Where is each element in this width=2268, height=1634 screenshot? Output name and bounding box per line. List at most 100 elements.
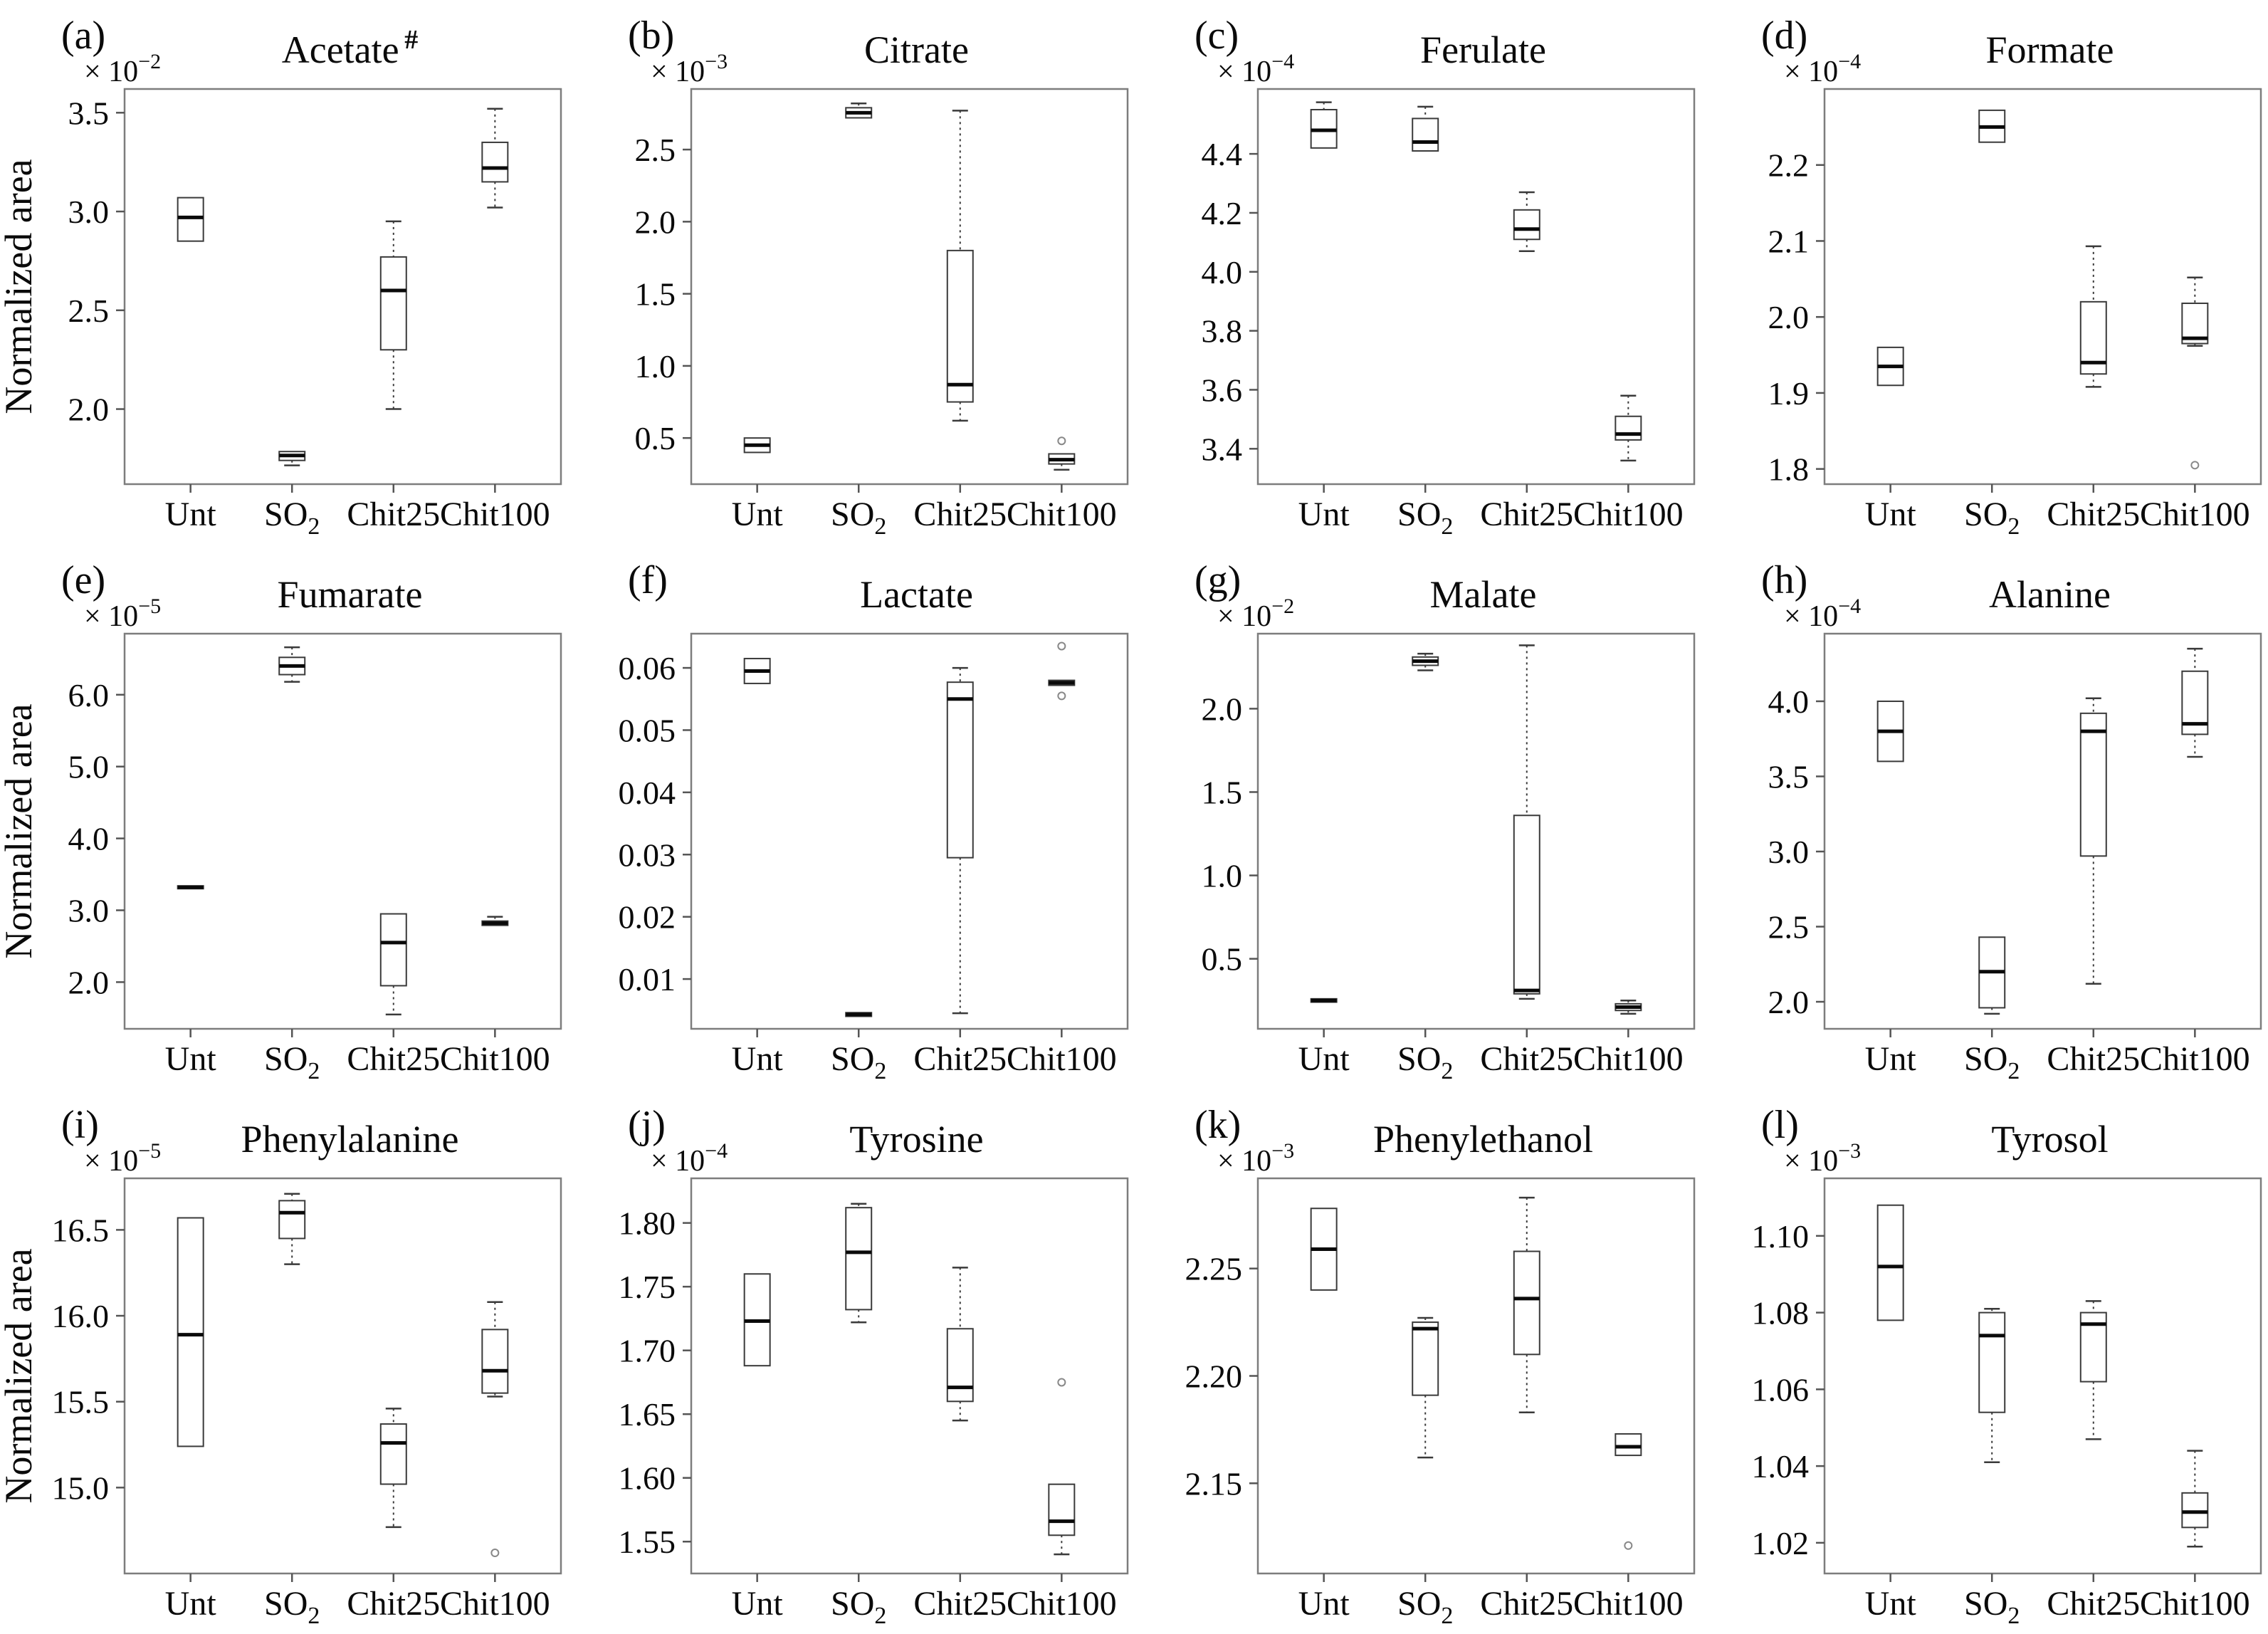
y-tick-label: 3.0 bbox=[1768, 834, 1810, 870]
y-axis-multiplier: × 10−5 bbox=[84, 1139, 161, 1178]
boxplot-panel-lactate: (f) Lactate 0.06 0.05 0.04 0.03 0.02 0.01 Unt SO2… bbox=[619, 558, 1129, 1084]
box-unt bbox=[1310, 101, 1338, 149]
boxplot-panel-tyrosol: (l) Tyrosol × 10−3 1.10 1.08 1.06 1.04 1.02 Unt S… bbox=[1752, 1103, 2262, 1629]
y-tick-label: 16.5 bbox=[52, 1212, 110, 1248]
x-tick-label: SO2 bbox=[1397, 1585, 1453, 1629]
panel-letter: (d) bbox=[1761, 14, 1807, 58]
y-tick-label: 2.0 bbox=[1768, 299, 1810, 335]
y-tick-label: 3.0 bbox=[68, 194, 110, 230]
panel-letter: (k) bbox=[1195, 1103, 1241, 1147]
iqr-box bbox=[1513, 1250, 1540, 1356]
x-tick-label: SO2 bbox=[264, 1585, 320, 1629]
box-chit25 bbox=[1513, 191, 1540, 253]
outlier-point bbox=[1057, 641, 1066, 651]
y-tick-label: 2.5 bbox=[635, 132, 676, 168]
y-tick-label: 2.25 bbox=[1185, 1251, 1243, 1287]
boxplot-panel-alanine: (h) Alanine × 10−4 4.0 3.5 3.0 2.5 2.0 Unt SO2 Chi… bbox=[1761, 558, 2262, 1084]
boxplot-panel-acetate: (a) Acetate # × 10−2 Normalized area 3.5 3.0 2… bbox=[0, 14, 562, 540]
panel-title: Citrate bbox=[864, 28, 969, 71]
x-tick-label: Chit100 bbox=[440, 1585, 550, 1623]
outlier-point bbox=[1057, 436, 1066, 446]
iqr-box bbox=[1615, 415, 1642, 441]
iqr-box bbox=[946, 1328, 974, 1403]
box-chit25 bbox=[2079, 1300, 2107, 1440]
x-tick-label: Unt bbox=[1298, 1585, 1350, 1623]
box-unt bbox=[177, 197, 204, 242]
x-tick-label: SO2 bbox=[1964, 1585, 2020, 1629]
y-axis-multiplier: × 10−4 bbox=[1784, 595, 1861, 633]
box-chit100 bbox=[481, 916, 509, 926]
box-chit100 bbox=[1615, 394, 1642, 462]
box-chit100 bbox=[2181, 647, 2209, 758]
panel-letter: (i) bbox=[61, 1103, 99, 1147]
x-tick-label: Chit25 bbox=[1480, 1040, 1573, 1078]
outlier-point bbox=[1624, 1541, 1633, 1550]
y-axis-multiplier: × 10−2 bbox=[84, 50, 161, 88]
y-axis-multiplier: × 10−4 bbox=[1784, 50, 1861, 88]
panel-letter: (g) bbox=[1195, 558, 1241, 602]
x-tick-label: Chit100 bbox=[1573, 1585, 1684, 1623]
x-tick-label: Chit100 bbox=[440, 1040, 550, 1078]
x-tick-label: Chit25 bbox=[1480, 1585, 1573, 1623]
x-tick-label: Chit25 bbox=[347, 1585, 440, 1623]
y-tick-label: 0.5 bbox=[635, 420, 676, 456]
y-tick-label: 1.75 bbox=[619, 1269, 676, 1305]
box-unt bbox=[1310, 997, 1338, 1003]
y-tick-label: 2.0 bbox=[68, 964, 110, 1000]
x-tick-label: Unt bbox=[1865, 496, 1917, 533]
y-tick-label: 4.4 bbox=[1202, 136, 1243, 172]
box-chit100 bbox=[481, 108, 509, 209]
y-tick-label: 3.4 bbox=[1202, 431, 1243, 467]
iqr-box bbox=[379, 256, 407, 351]
panel-letter: (h) bbox=[1761, 558, 1807, 602]
box-chit100 bbox=[1048, 1378, 1076, 1556]
panel-title: Phenylalanine bbox=[241, 1118, 459, 1161]
box-so2 bbox=[1412, 105, 1439, 152]
x-tick-label: Unt bbox=[1865, 1040, 1917, 1078]
box-chit100 bbox=[1048, 436, 1076, 471]
y-tick-label: 2.0 bbox=[68, 392, 110, 428]
panel-title: Alanine bbox=[1989, 573, 2111, 616]
y-axis-label: Normalized area bbox=[0, 159, 40, 414]
y-tick-label: 2.5 bbox=[1768, 909, 1810, 946]
box-so2 bbox=[278, 451, 306, 466]
x-tick-label: Unt bbox=[732, 1585, 784, 1623]
panel-title: Tyrosol bbox=[1991, 1118, 2108, 1161]
y-tick-label: 1.5 bbox=[1202, 774, 1243, 810]
y-tick-label: 0.03 bbox=[619, 837, 676, 873]
box-unt bbox=[177, 1217, 204, 1447]
x-tick-label: Chit100 bbox=[1007, 496, 1117, 533]
y-tick-label: 1.0 bbox=[1202, 858, 1243, 894]
iqr-box bbox=[1048, 1483, 1076, 1536]
x-tick-label: SO2 bbox=[1964, 496, 2020, 540]
iqr-box bbox=[177, 1217, 204, 1447]
panel-letter: (e) bbox=[61, 558, 105, 602]
y-tick-label: 15.0 bbox=[52, 1470, 110, 1506]
panel-title: Fumarate bbox=[278, 573, 423, 616]
iqr-box bbox=[946, 249, 974, 403]
x-tick-label: Chit25 bbox=[1480, 496, 1573, 533]
box-so2 bbox=[845, 1203, 873, 1324]
panel-letter: (l) bbox=[1761, 1103, 1799, 1147]
y-tick-label: 0.05 bbox=[619, 712, 676, 748]
iqr-box bbox=[481, 1329, 509, 1394]
y-tick-label: 1.80 bbox=[619, 1205, 676, 1242]
y-tick-label: 4.0 bbox=[68, 821, 110, 857]
box-unt bbox=[1876, 700, 1904, 763]
box-so2 bbox=[1978, 109, 2006, 143]
x-tick-label: Unt bbox=[732, 496, 784, 533]
plot-frame bbox=[1823, 88, 2262, 486]
y-axis-multiplier: × 10−2 bbox=[1217, 595, 1294, 633]
y-tick-label: 3.0 bbox=[68, 893, 110, 929]
panel-letter: (c) bbox=[1195, 14, 1239, 58]
x-tick-label: Unt bbox=[1298, 1040, 1350, 1078]
y-tick-label: 2.5 bbox=[68, 293, 110, 329]
iqr-box bbox=[379, 1423, 407, 1485]
plot-frame bbox=[123, 632, 562, 1030]
iqr-box bbox=[1412, 1321, 1439, 1396]
y-tick-label: 1.0 bbox=[635, 348, 676, 384]
x-tick-label: Unt bbox=[1298, 496, 1350, 533]
x-tick-label: SO2 bbox=[831, 496, 886, 540]
panel-title: Tyrosine bbox=[849, 1118, 983, 1161]
iqr-box bbox=[1513, 815, 1540, 995]
